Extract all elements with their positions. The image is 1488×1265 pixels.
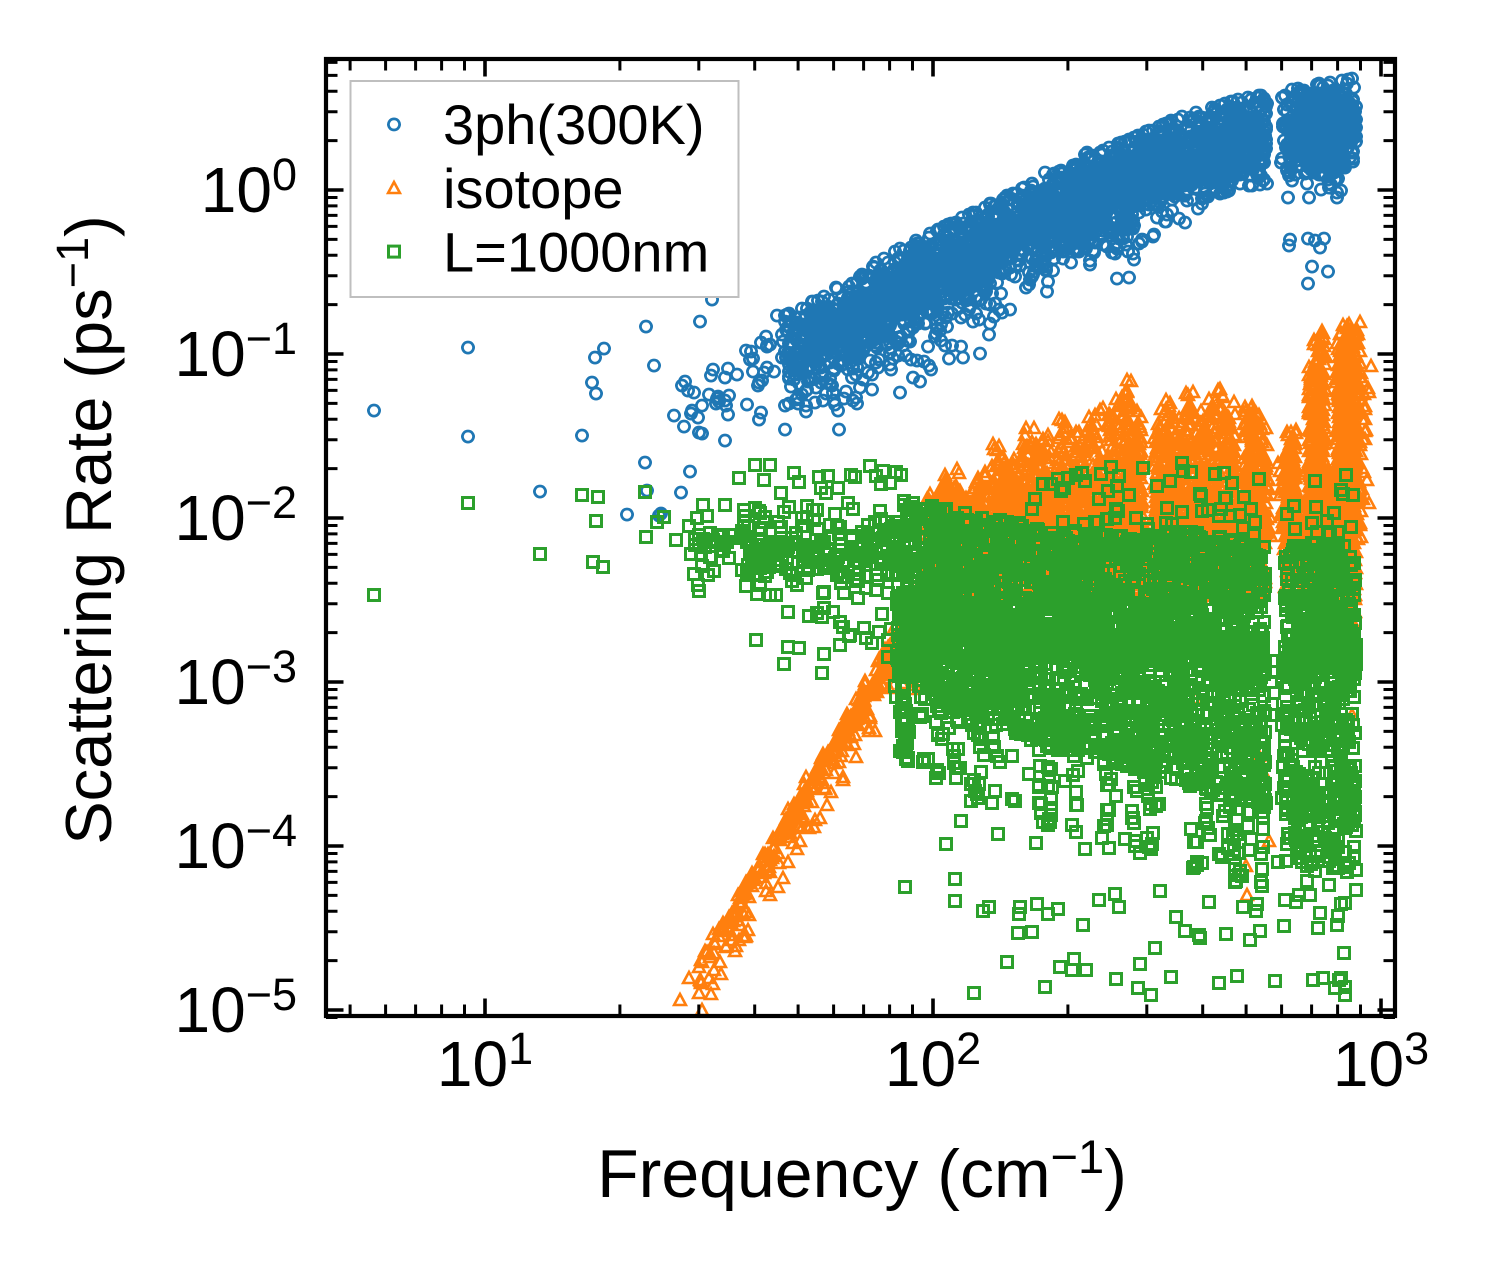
svg-text:3ph(300K): 3ph(300K) bbox=[443, 93, 705, 156]
svg-text:Frequency (cm−1): Frequency (cm−1) bbox=[597, 1130, 1127, 1212]
svg-text:isotope: isotope bbox=[443, 157, 624, 220]
svg-text:Scattering Rate (ps−1): Scattering Rate (ps−1) bbox=[47, 215, 125, 844]
svg-text:103: 103 bbox=[1333, 1023, 1429, 1100]
svg-text:101: 101 bbox=[437, 1023, 533, 1100]
svg-text:L=1000nm: L=1000nm bbox=[443, 220, 709, 283]
svg-text:10−5: 10−5 bbox=[175, 969, 298, 1046]
